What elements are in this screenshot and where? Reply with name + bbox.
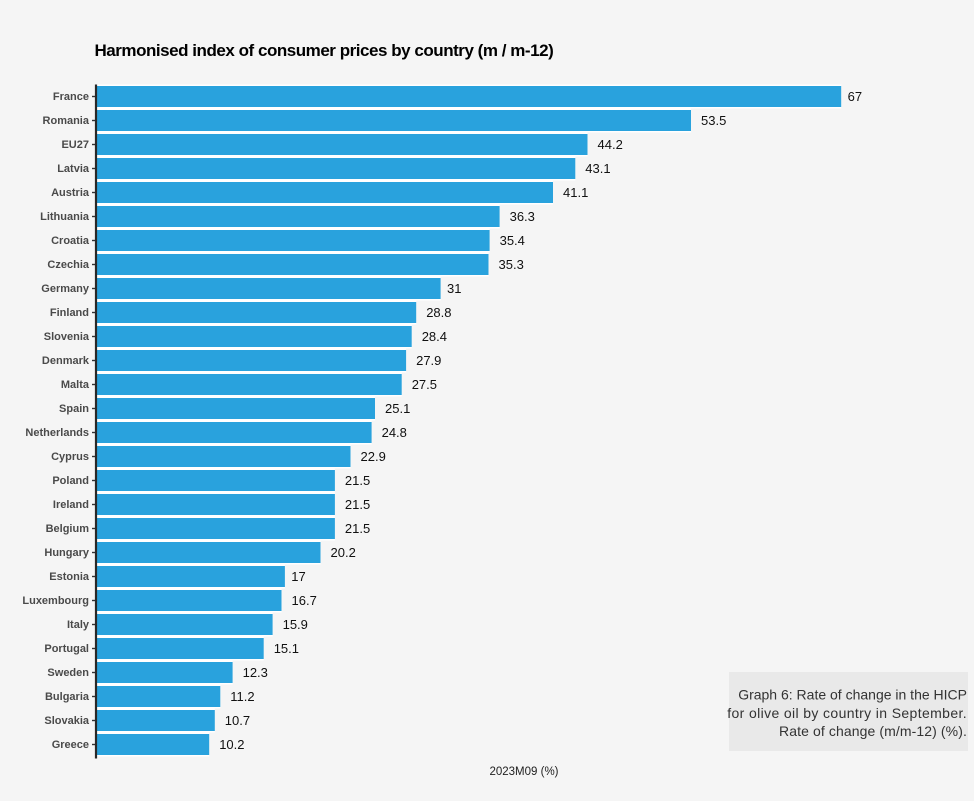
svg-text:11.2: 11.2 — [230, 689, 254, 704]
svg-text:Rate of change (m/m-12) (%).: Rate of change (m/m-12) (%). — [779, 723, 967, 739]
svg-text:Croatia: Croatia — [51, 235, 90, 247]
svg-text:Graph 6: Rate of change in the: Graph 6: Rate of change in the HICP — [738, 687, 967, 703]
svg-text:Greece: Greece — [52, 739, 89, 751]
svg-text:Latvia: Latvia — [57, 163, 90, 175]
svg-text:21.5: 21.5 — [345, 521, 370, 536]
svg-text:41.1: 41.1 — [563, 185, 588, 200]
svg-text:Denmark: Denmark — [42, 355, 90, 367]
svg-text:22.9: 22.9 — [361, 449, 386, 464]
svg-text:Malta: Malta — [61, 379, 90, 391]
svg-text:Bulgaria: Bulgaria — [45, 691, 90, 703]
svg-text:35.4: 35.4 — [500, 233, 525, 248]
svg-text:Finland: Finland — [50, 307, 89, 319]
svg-text:Sweden: Sweden — [47, 667, 89, 679]
svg-text:Romania: Romania — [43, 115, 90, 127]
svg-text:Italy: Italy — [67, 619, 90, 631]
svg-text:20.2: 20.2 — [331, 545, 356, 560]
svg-text:Belgium: Belgium — [46, 523, 90, 535]
svg-text:53.5: 53.5 — [701, 113, 726, 128]
svg-text:Poland: Poland — [52, 475, 89, 487]
svg-text:Lithuania: Lithuania — [40, 211, 90, 223]
svg-text:43.1: 43.1 — [585, 161, 610, 176]
svg-text:17: 17 — [291, 569, 305, 584]
svg-text:10.7: 10.7 — [225, 713, 250, 728]
svg-text:16.7: 16.7 — [292, 593, 317, 608]
svg-text:36.3: 36.3 — [510, 209, 535, 224]
svg-text:Portugal: Portugal — [44, 643, 89, 655]
svg-text:Netherlands: Netherlands — [25, 427, 89, 439]
svg-text:27.9: 27.9 — [416, 353, 441, 368]
svg-text:Czechia: Czechia — [47, 259, 89, 271]
svg-text:31: 31 — [447, 281, 461, 296]
svg-text:Estonia: Estonia — [49, 571, 90, 583]
svg-text:Hungary: Hungary — [44, 547, 90, 559]
svg-text:EU27: EU27 — [61, 139, 89, 151]
svg-text:24.8: 24.8 — [382, 425, 407, 440]
svg-text:Slovakia: Slovakia — [44, 715, 90, 727]
svg-text:2023M09 (%): 2023M09 (%) — [489, 766, 558, 778]
svg-text:27.5: 27.5 — [412, 377, 437, 392]
svg-text:Harmonised index of consumer p: Harmonised index of consumer prices by c… — [95, 41, 554, 60]
svg-text:Austria: Austria — [51, 187, 90, 199]
svg-text:28.4: 28.4 — [422, 329, 447, 344]
svg-text:44.2: 44.2 — [598, 137, 623, 152]
svg-text:Luxembourg: Luxembourg — [22, 595, 89, 607]
svg-text:Ireland: Ireland — [53, 499, 89, 511]
svg-text:35.3: 35.3 — [499, 257, 524, 272]
svg-text:67: 67 — [848, 89, 862, 104]
svg-text:15.9: 15.9 — [283, 617, 308, 632]
svg-text:28.8: 28.8 — [426, 305, 451, 320]
svg-text:25.1: 25.1 — [385, 401, 410, 416]
svg-text:10.2: 10.2 — [219, 737, 244, 752]
svg-text:Cyprus: Cyprus — [51, 451, 89, 463]
svg-text:21.5: 21.5 — [345, 497, 370, 512]
svg-text:Spain: Spain — [59, 403, 89, 415]
svg-text:12.3: 12.3 — [243, 665, 268, 680]
svg-text:France: France — [53, 91, 89, 103]
svg-text:Slovenia: Slovenia — [44, 331, 90, 343]
svg-text:for olive oil by country in Se: for olive oil by country in September. — [727, 705, 967, 721]
svg-text:21.5: 21.5 — [345, 473, 370, 488]
svg-text:Germany: Germany — [41, 283, 90, 295]
svg-text:15.1: 15.1 — [274, 641, 299, 656]
